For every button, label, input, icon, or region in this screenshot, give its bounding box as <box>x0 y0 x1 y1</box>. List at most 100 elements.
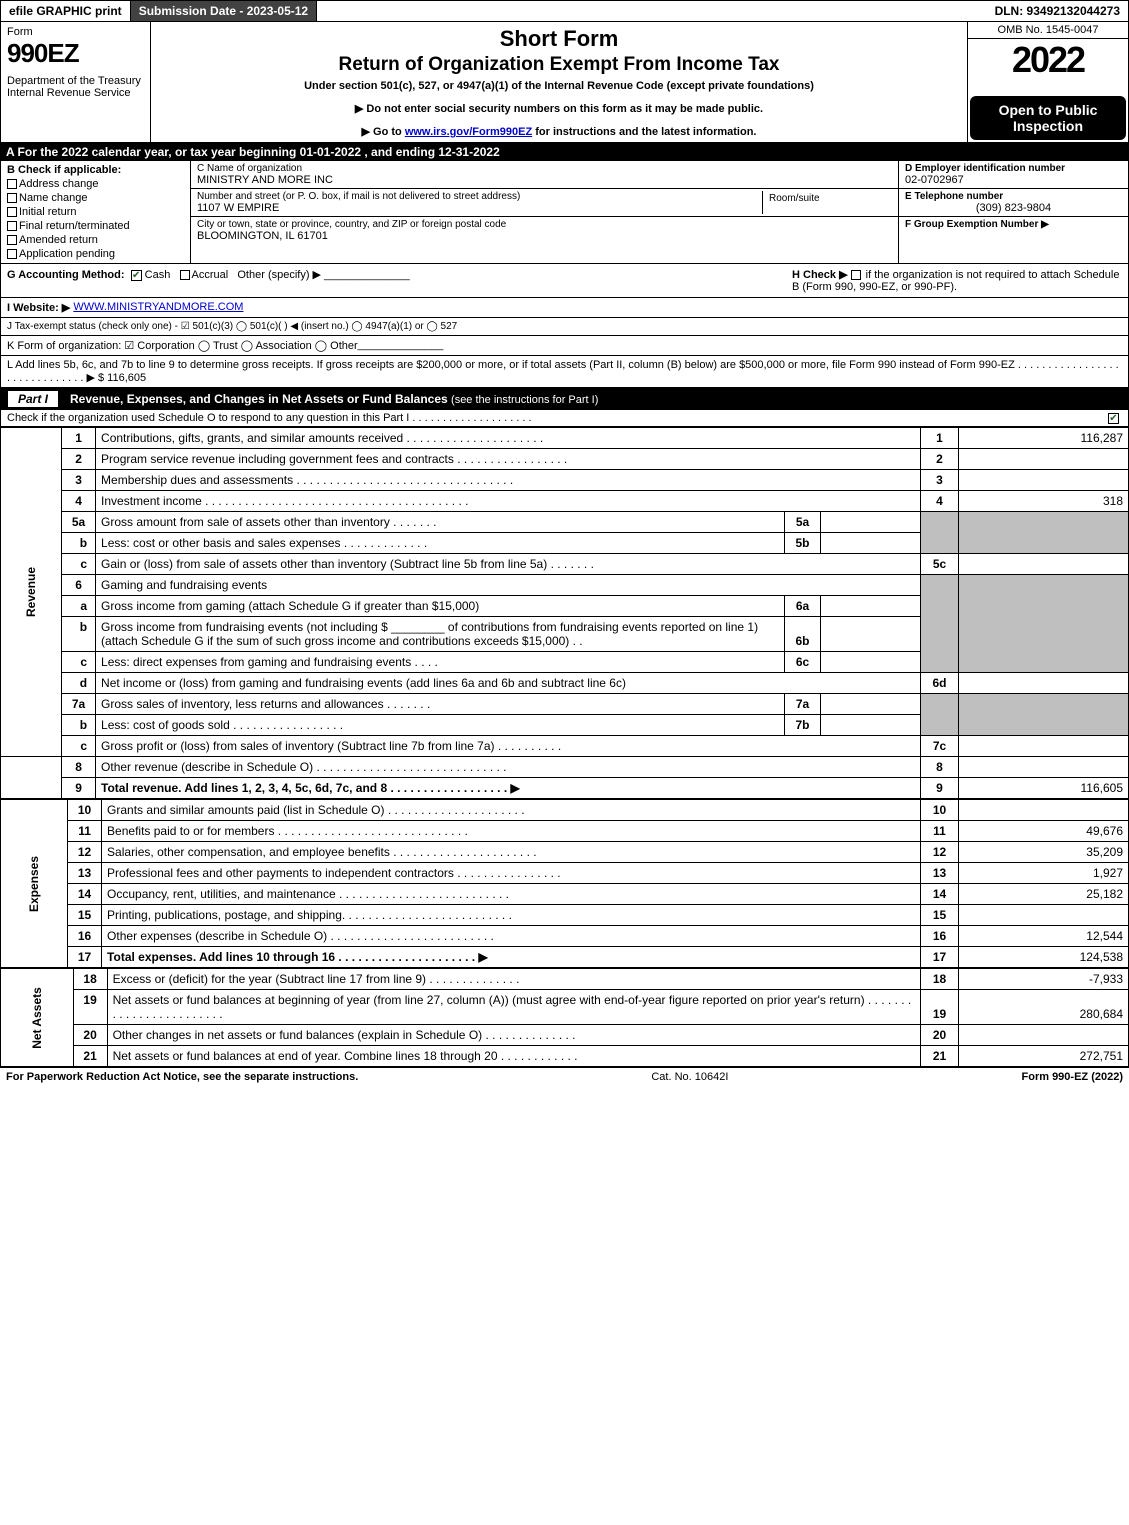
group-exemption-cell: F Group Exemption Number ▶ <box>899 217 1128 232</box>
row-l: L Add lines 5b, 6c, and 7b to line 9 to … <box>0 356 1129 388</box>
line-6d: dNet income or (loss) from gaming and fu… <box>1 673 1129 694</box>
line-17: 17Total expenses. Add lines 10 through 1… <box>1 947 1129 968</box>
top-bar: efile GRAPHIC print Submission Date - 20… <box>0 0 1129 22</box>
line-5c: cGain or (loss) from sale of assets othe… <box>1 554 1129 575</box>
room-suite: Room/suite <box>762 191 892 214</box>
row-i: I Website: ▶ WWW.MINISTRYANDMORE.COM <box>0 298 1129 318</box>
note-link-pre: ▶ Go to <box>362 126 405 138</box>
chk-cash[interactable] <box>131 270 142 281</box>
ein-value: 02-0702967 <box>905 174 1122 186</box>
line-9: 9Total revenue. Add lines 1, 2, 3, 4, 5c… <box>1 778 1129 799</box>
omb-number: OMB No. 1545-0047 <box>968 22 1128 39</box>
line-8: 8Other revenue (describe in Schedule O) … <box>1 757 1129 778</box>
note-link-post: for instructions and the latest informat… <box>532 126 756 138</box>
part-1-header: Part I Revenue, Expenses, and Changes in… <box>0 388 1129 410</box>
note-link: ▶ Go to www.irs.gov/Form990EZ for instru… <box>161 125 957 138</box>
org-name-value: MINISTRY AND MORE INC <box>197 174 892 186</box>
line-10: Expenses 10Grants and similar amounts pa… <box>1 800 1129 821</box>
chk-name-change[interactable]: Name change <box>7 192 184 204</box>
row-j: J Tax-exempt status (check only one) - ☑… <box>0 318 1129 336</box>
form-word: Form <box>7 26 144 38</box>
line-11: 11Benefits paid to or for members . . . … <box>1 821 1129 842</box>
line-5a: 5aGross amount from sale of assets other… <box>1 512 1129 533</box>
col-b: B Check if applicable: Address change Na… <box>1 161 191 263</box>
row-h: H Check ▶ if the organization is not req… <box>792 268 1122 293</box>
expenses-table: Expenses 10Grants and similar amounts pa… <box>0 799 1129 968</box>
form-header: Form 990EZ Department of the Treasury In… <box>0 22 1129 143</box>
side-expenses: Expenses <box>1 800 68 968</box>
line-13-amt: 1,927 <box>959 863 1129 884</box>
line-7a: 7aGross sales of inventory, less returns… <box>1 694 1129 715</box>
part-1-sub: Check if the organization used Schedule … <box>0 410 1129 427</box>
footer-left: For Paperwork Reduction Act Notice, see … <box>6 1071 358 1083</box>
part-1-table: Revenue 1 Contributions, gifts, grants, … <box>0 427 1129 799</box>
net-assets-table: Net Assets 18Excess or (deficit) for the… <box>0 968 1129 1067</box>
submission-date: Submission Date - 2023-05-12 <box>131 1 317 21</box>
open-to-public: Open to Public Inspection <box>970 96 1126 140</box>
line-11-amt: 49,676 <box>959 821 1129 842</box>
website-link[interactable]: WWW.MINISTRYANDMORE.COM <box>73 301 243 313</box>
line-12: 12Salaries, other compensation, and empl… <box>1 842 1129 863</box>
line-18: Net Assets 18Excess or (deficit) for the… <box>1 969 1129 990</box>
title-short-form: Short Form <box>161 26 957 52</box>
chk-final-return[interactable]: Final return/terminated <box>7 220 184 232</box>
phone-value: (309) 823-9804 <box>905 202 1122 214</box>
line-12-amt: 35,209 <box>959 842 1129 863</box>
chk-schedule-b[interactable] <box>851 270 861 280</box>
line-7c: cGross profit or (loss) from sales of in… <box>1 736 1129 757</box>
org-name-label: C Name of organization <box>197 163 892 174</box>
chk-initial-return[interactable]: Initial return <box>7 206 184 218</box>
city-label: City or town, state or province, country… <box>197 219 892 230</box>
line-9-amt: 116,605 <box>959 778 1129 799</box>
page-footer: For Paperwork Reduction Act Notice, see … <box>0 1067 1129 1086</box>
line-19-amt: 280,684 <box>959 990 1129 1025</box>
efile-print[interactable]: efile GRAPHIC print <box>1 1 131 21</box>
row-k: K Form of organization: ☑ Corporation ◯ … <box>0 336 1129 356</box>
side-revenue: Revenue <box>1 428 62 757</box>
note-ssn: ▶ Do not enter social security numbers o… <box>161 102 957 115</box>
chk-amended-return[interactable]: Amended return <box>7 234 184 246</box>
line-4-amt: 318 <box>959 491 1129 512</box>
header-left: Form 990EZ Department of the Treasury In… <box>1 22 151 142</box>
line-21-amt: 272,751 <box>959 1046 1129 1067</box>
line-13: 13Professional fees and other payments t… <box>1 863 1129 884</box>
footer-mid: Cat. No. 10642I <box>358 1071 1021 1083</box>
row-gh: H Check ▶ if the organization is not req… <box>0 264 1129 298</box>
chk-application-pending[interactable]: Application pending <box>7 248 184 260</box>
line-21: 21Net assets or fund balances at end of … <box>1 1046 1129 1067</box>
line-6: 6Gaming and fundraising events <box>1 575 1129 596</box>
side-net-assets: Net Assets <box>1 969 74 1067</box>
chk-schedule-o-part1[interactable] <box>1108 413 1119 424</box>
col-def: D Employer identification number 02-0702… <box>898 161 1128 263</box>
line-1: Revenue 1 Contributions, gifts, grants, … <box>1 428 1129 449</box>
line-20: 20Other changes in net assets or fund ba… <box>1 1025 1129 1046</box>
gross-receipts-value: 116,605 <box>107 372 146 384</box>
title-return: Return of Organization Exempt From Incom… <box>161 54 957 76</box>
ein-cell: D Employer identification number 02-0702… <box>899 161 1128 189</box>
dln: DLN: 93492132044273 <box>987 1 1128 21</box>
city-value: BLOOMINGTON, IL 61701 <box>197 230 892 242</box>
street-label: Number and street (or P. O. box, if mail… <box>197 191 762 202</box>
phone-cell: E Telephone number (309) 823-9804 <box>899 189 1128 217</box>
form-number: 990EZ <box>7 38 144 69</box>
tax-year: 2022 <box>968 39 1128 94</box>
section-bcdef: B Check if applicable: Address change Na… <box>0 161 1129 264</box>
line-15: 15Printing, publications, postage, and s… <box>1 905 1129 926</box>
department: Department of the Treasury Internal Reve… <box>7 75 144 99</box>
line-4: 4Investment income . . . . . . . . . . .… <box>1 491 1129 512</box>
row-a-tax-year: A For the 2022 calendar year, or tax yea… <box>0 143 1129 161</box>
col-b-label: B Check if applicable: <box>7 164 121 176</box>
chk-address-change[interactable]: Address change <box>7 178 184 190</box>
col-c: C Name of organization MINISTRY AND MORE… <box>191 161 898 263</box>
line-17-amt: 124,538 <box>959 947 1129 968</box>
street-cell: Number and street (or P. O. box, if mail… <box>191 189 898 217</box>
city-cell: City or town, state or province, country… <box>191 217 898 244</box>
row-g-label: G Accounting Method: <box>7 269 125 281</box>
irs-link[interactable]: www.irs.gov/Form990EZ <box>405 126 532 138</box>
org-name-cell: C Name of organization MINISTRY AND MORE… <box>191 161 898 189</box>
chk-accrual[interactable] <box>180 270 190 280</box>
line-1-amt: 116,287 <box>959 428 1129 449</box>
header-mid: Short Form Return of Organization Exempt… <box>151 22 968 142</box>
header-right: OMB No. 1545-0047 2022 Open to Public In… <box>968 22 1128 142</box>
street-value: 1107 W EMPIRE <box>197 202 762 214</box>
